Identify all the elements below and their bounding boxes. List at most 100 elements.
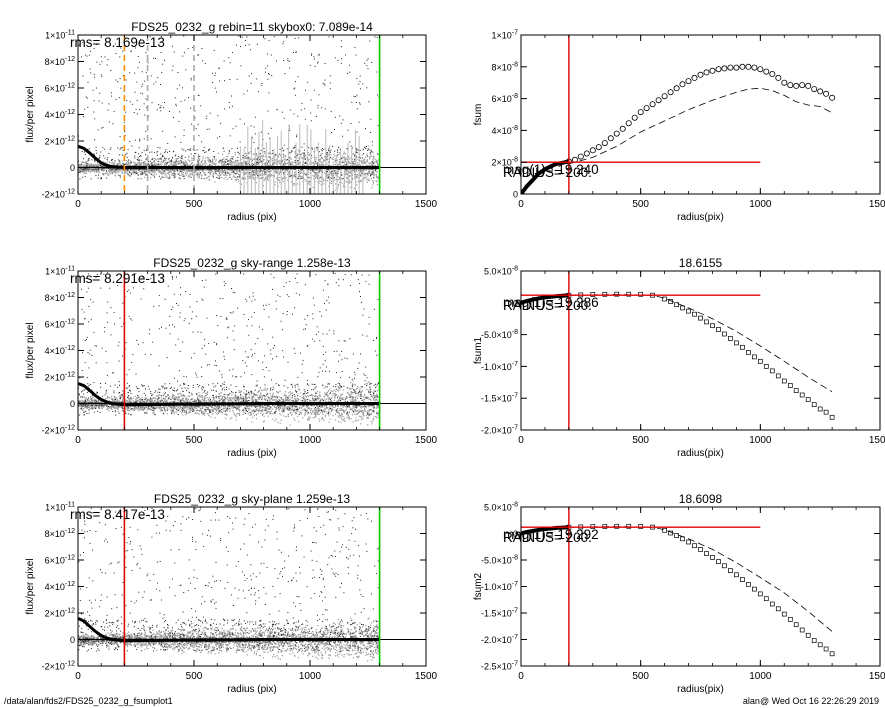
scatter-point xyxy=(142,172,144,174)
scatter-point xyxy=(360,171,362,173)
scatter-point xyxy=(180,160,182,162)
scatter-point xyxy=(227,163,228,165)
scatter-point xyxy=(89,164,91,166)
scatter-point xyxy=(235,168,237,170)
scatter-point xyxy=(361,157,363,159)
scatter-point xyxy=(363,169,365,171)
scatter-point xyxy=(173,172,175,174)
scatter-point xyxy=(177,173,180,175)
scatter-point xyxy=(89,68,91,70)
scatter-point xyxy=(355,170,358,172)
scatter-point xyxy=(367,155,369,158)
scatter-point xyxy=(207,161,210,163)
scatter-point xyxy=(141,172,143,175)
scatter-point xyxy=(319,155,321,157)
series-marker xyxy=(799,82,806,89)
scatter-point xyxy=(245,161,247,163)
scatter-point xyxy=(345,173,347,175)
scatter-point xyxy=(84,167,86,169)
scatter-point xyxy=(224,170,226,172)
scatter-point xyxy=(292,184,295,186)
scatter-point xyxy=(148,165,150,167)
scatter-point xyxy=(337,175,339,177)
scatter-point xyxy=(268,161,270,163)
scatter-point xyxy=(91,165,93,167)
scatter-point xyxy=(311,154,313,156)
scatter-point xyxy=(267,159,269,161)
scatter-point xyxy=(376,37,378,39)
scatter-point xyxy=(153,161,155,163)
scatter-point xyxy=(360,175,362,177)
scatter-point xyxy=(315,176,317,178)
scatter-point xyxy=(327,154,329,156)
scatter-point xyxy=(184,156,186,158)
scatter-point xyxy=(294,165,296,167)
scatter-point xyxy=(315,169,317,170)
scatter-point xyxy=(189,149,191,151)
scatter-point xyxy=(249,174,251,176)
scatter-point xyxy=(238,169,240,171)
scatter-point xyxy=(208,150,210,152)
scatter-point xyxy=(161,171,163,173)
scatter-point xyxy=(353,187,355,189)
scatter-point xyxy=(261,83,263,84)
scatter-point xyxy=(226,158,228,160)
scatter-point xyxy=(204,174,206,176)
scatter-point xyxy=(93,73,95,75)
scatter-point xyxy=(112,169,114,171)
scatter-point xyxy=(87,81,89,83)
scatter-point xyxy=(128,164,130,166)
scatter-point xyxy=(294,160,296,161)
scatter-point xyxy=(240,158,242,160)
scatter-point xyxy=(86,55,88,57)
scatter-point xyxy=(237,162,239,164)
scatter-point xyxy=(159,42,161,44)
scatter-point xyxy=(126,164,128,166)
scatter-point xyxy=(128,174,130,176)
scatter-point xyxy=(356,148,358,150)
scatter-point xyxy=(117,147,119,149)
scatter-point xyxy=(257,155,259,157)
scatter-point xyxy=(100,177,102,179)
scatter-point xyxy=(217,152,219,154)
scatter-point xyxy=(188,155,190,157)
scatter-point xyxy=(161,173,163,175)
scatter-point xyxy=(91,159,93,161)
scatter-point xyxy=(330,151,331,153)
scatter-point xyxy=(211,168,213,170)
scatter-point xyxy=(87,158,89,160)
scatter-point xyxy=(233,164,235,166)
scatter-point xyxy=(372,161,373,163)
scatter-point xyxy=(213,176,214,178)
scatter-point xyxy=(255,169,257,171)
scatter-point xyxy=(117,81,119,83)
scatter-point xyxy=(223,170,225,172)
scatter-point xyxy=(101,127,103,129)
scatter-point xyxy=(115,169,117,172)
scatter-point xyxy=(233,172,235,174)
scatter-point xyxy=(326,172,328,174)
scatter-point xyxy=(311,168,313,170)
scatter-point xyxy=(313,171,315,173)
scatter-point xyxy=(221,169,223,171)
scatter-point xyxy=(114,175,117,177)
scatter-point xyxy=(174,163,176,165)
scatter-point xyxy=(323,159,325,162)
scatter-point xyxy=(271,160,273,162)
scatter-point xyxy=(236,159,238,161)
scatter-point xyxy=(334,158,336,160)
scatter-point xyxy=(184,171,186,173)
scatter-point xyxy=(215,168,217,170)
scatter-point xyxy=(345,54,346,56)
scatter-point xyxy=(114,162,116,164)
y-tick-label: 6×10-8 xyxy=(491,93,518,104)
scatter-point xyxy=(113,111,115,113)
scatter-point xyxy=(167,142,169,144)
scatter-point xyxy=(151,174,153,176)
scatter-point xyxy=(263,179,265,181)
scatter-point xyxy=(300,156,302,158)
scatter-point xyxy=(294,151,296,153)
scatter-point xyxy=(357,164,359,166)
scatter-point xyxy=(197,159,199,161)
scatter-point xyxy=(175,163,177,165)
